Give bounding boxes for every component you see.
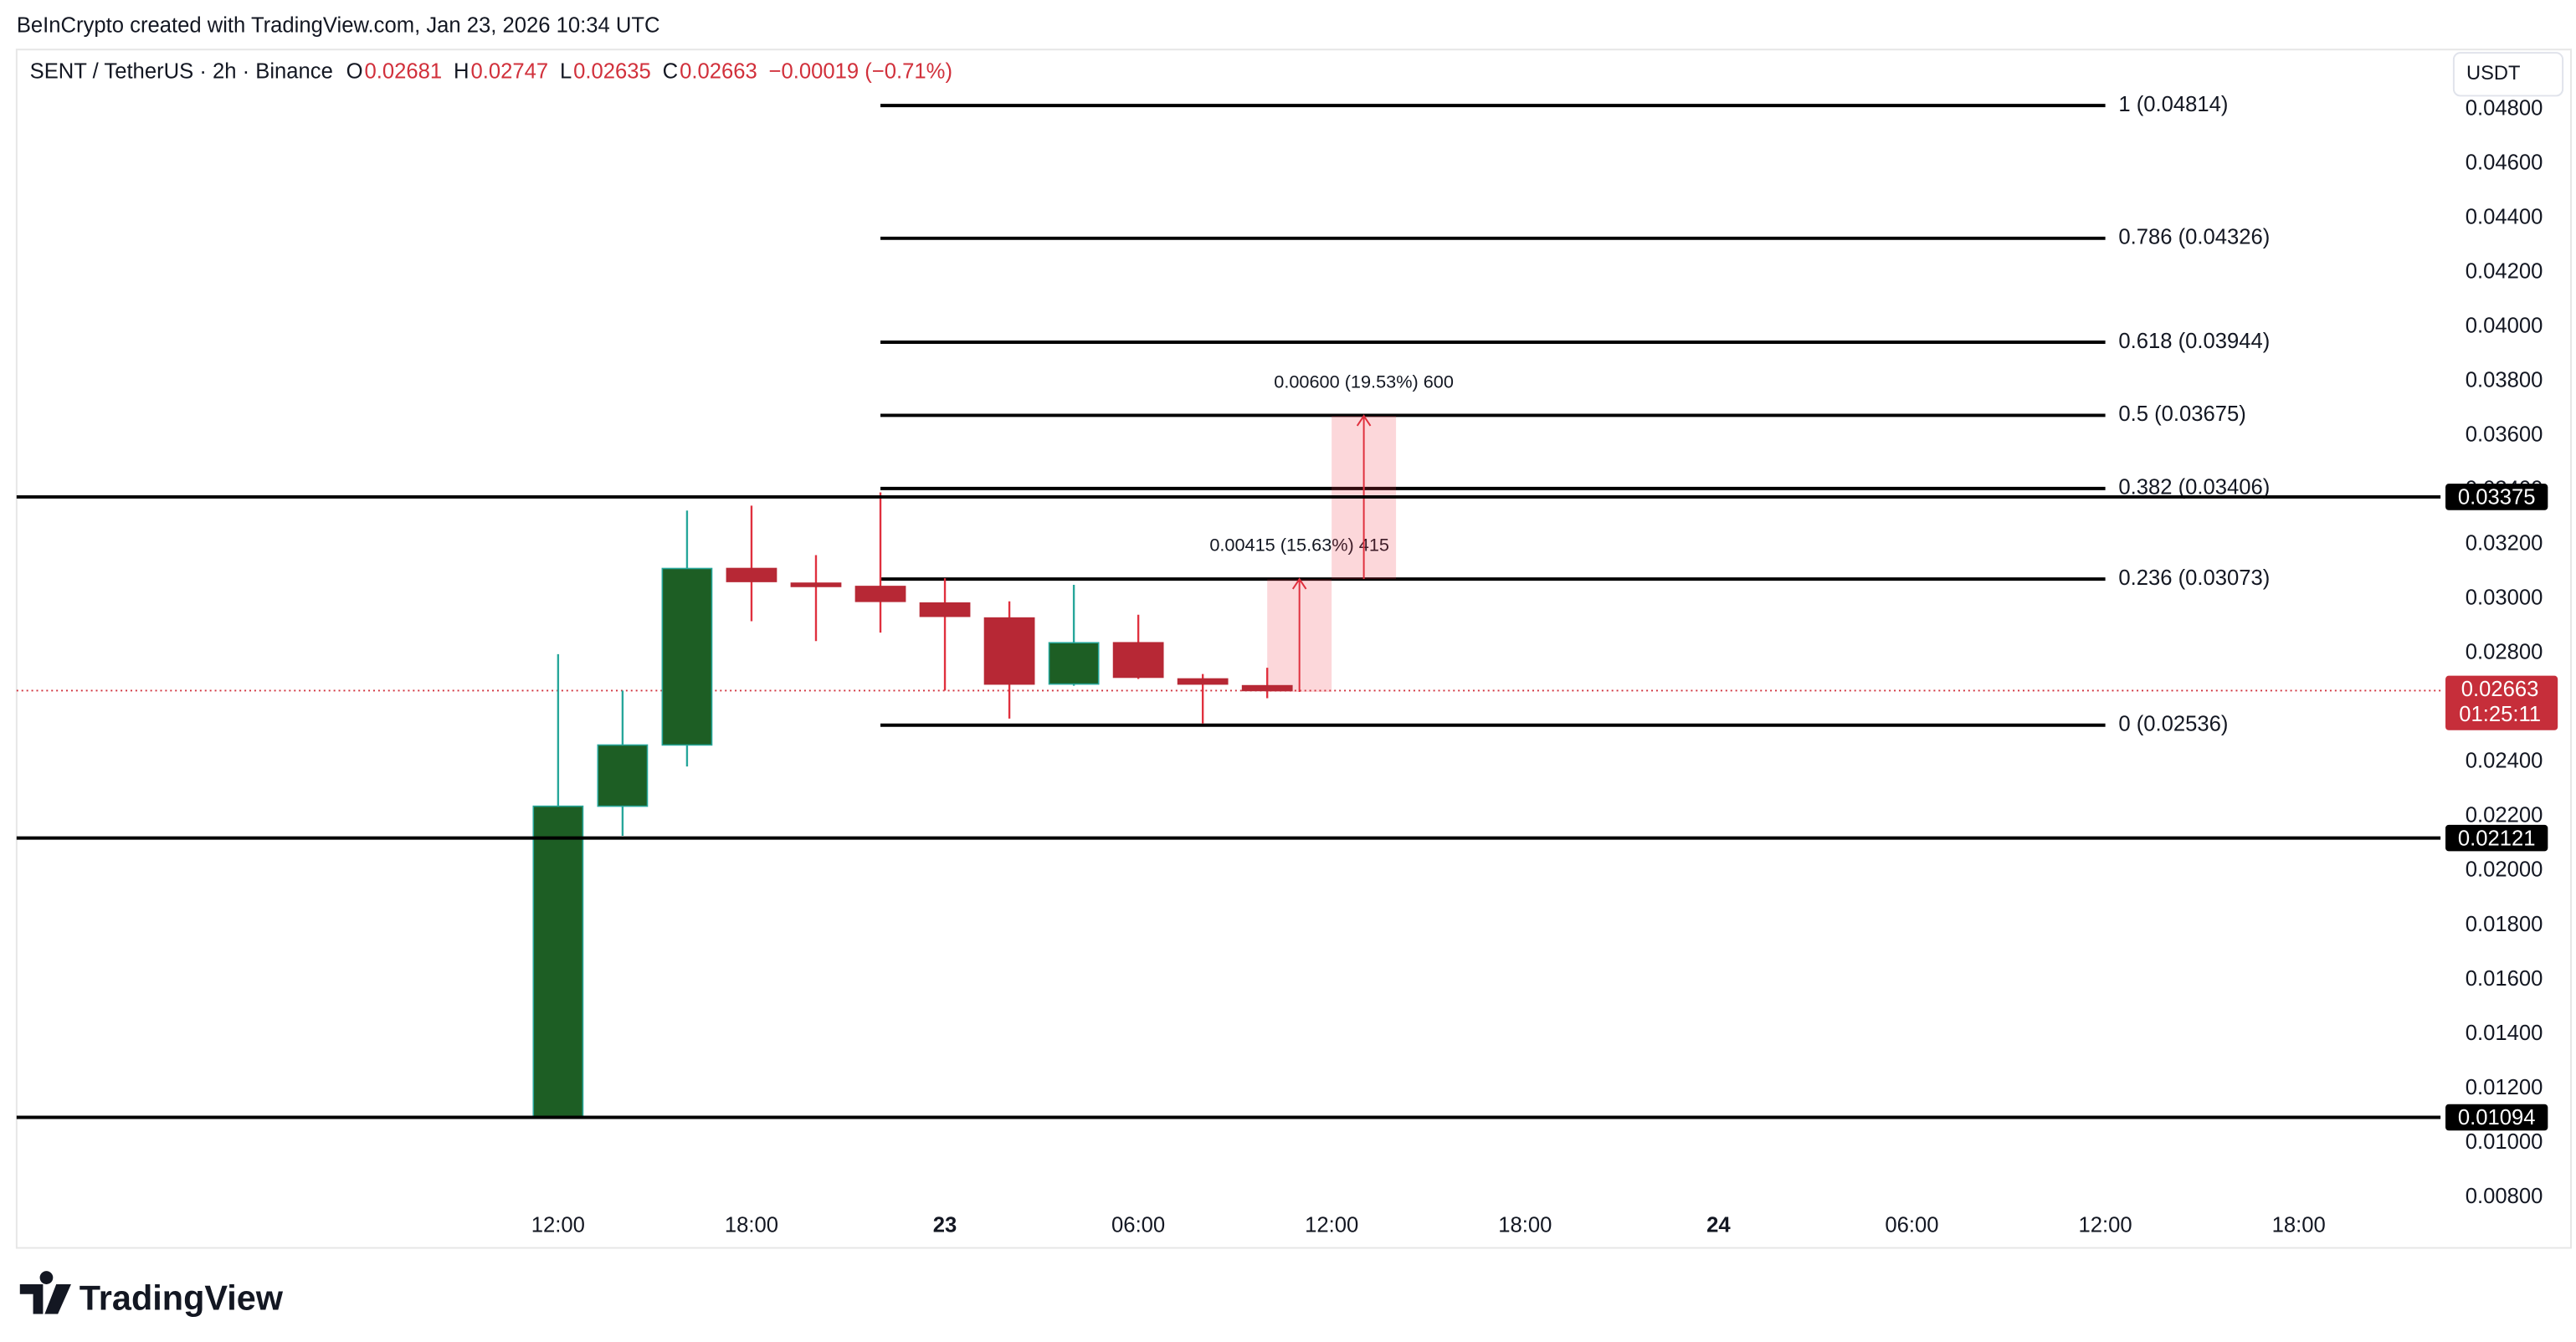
legend-change: −0.00019 (−0.71%)	[769, 60, 952, 84]
level-tag	[2445, 824, 2548, 852]
y-tick-label: 0.02200	[2466, 804, 2543, 827]
legend-value: 0.02681	[365, 60, 443, 84]
legend-key: L	[560, 60, 572, 84]
y-tick-label: 0.01000	[2466, 1130, 2543, 1154]
legend-value: 0.02663	[680, 60, 757, 84]
fib-label: 0.236 (0.03073)	[2118, 566, 2270, 590]
chart-frame	[15, 49, 2572, 1249]
candle-body	[919, 602, 971, 617]
y-tick-label: 0.03000	[2466, 586, 2543, 610]
last-price-countdown: 01:25:11	[2459, 703, 2541, 726]
y-tick-label: 0.00800	[2466, 1185, 2543, 1208]
level-tag	[2445, 484, 2548, 510]
level-tag	[2445, 1104, 2548, 1131]
y-tick-label: 0.02000	[2466, 858, 2543, 882]
candle-body	[597, 744, 649, 807]
credit: BeInCrypto created with TradingView.com,…	[17, 13, 660, 37]
legend-key: C	[663, 60, 679, 84]
x-tick-label: 18:00	[725, 1214, 778, 1237]
last-price-label: 0.02663	[2461, 678, 2539, 701]
fib-label: 0.618 (0.03944)	[2118, 330, 2270, 353]
x-tick-label: 12:00	[531, 1214, 585, 1237]
candle-body	[854, 586, 906, 602]
fib-label: 1 (0.04814)	[2118, 93, 2228, 116]
measure-arrow	[1291, 577, 1307, 693]
legend-symbol: SENT / TetherUS · 2h · Binance	[30, 60, 333, 84]
level-tag-label: 0.02121	[2458, 827, 2536, 850]
currency-box	[2452, 52, 2564, 97]
legend-value: 0.02635	[573, 60, 651, 84]
x-tick-label: 06:00	[1885, 1214, 1938, 1237]
level-tag-label: 0.03375	[2458, 486, 2536, 510]
measure-label: 0.00600 (19.53%) 600	[1274, 371, 1454, 392]
x-tick-label: 06:00	[1111, 1214, 1165, 1237]
y-tick-label: 0.01600	[2466, 967, 2543, 991]
y-tick-label: 0.02400	[2466, 750, 2543, 773]
currency: USDT	[2466, 63, 2520, 85]
fib-label: 0.786 (0.04326)	[2118, 226, 2270, 249]
fib-label: 0 (0.02536)	[2118, 712, 2228, 735]
legend: SENT / TetherUS · 2h · Binance O 0.02681 H 0…	[30, 60, 952, 84]
fib-label: 0.382 (0.03406)	[2118, 476, 2270, 499]
y-tick-label: 0.03200	[2466, 532, 2543, 556]
y-tick-label: 0.03600	[2466, 423, 2543, 447]
candle-body	[790, 582, 842, 587]
x-tick-label: 18:00	[1498, 1214, 1552, 1237]
logo-text: TradingView	[80, 1278, 284, 1318]
y-tick-label: 0.01200	[2466, 1076, 2543, 1099]
y-tick-label: 0.04400	[2466, 206, 2543, 229]
candle-body	[1112, 642, 1164, 679]
logo-icon	[19, 1271, 71, 1314]
y-tick-label: 0.01800	[2466, 913, 2543, 936]
candle-body	[726, 567, 777, 582]
y-tick-label: 0.04800	[2466, 96, 2543, 120]
legend-key: O	[346, 60, 363, 84]
candle-body	[532, 805, 584, 1119]
x-tick-label: 12:00	[1305, 1214, 1358, 1237]
legend-key: H	[454, 60, 470, 84]
fib-label: 0.5 (0.03675)	[2118, 402, 2245, 426]
candle-body	[1177, 678, 1229, 685]
y-tick-label: 0.04000	[2466, 315, 2543, 338]
logo: TradingView	[19, 1271, 284, 1318]
y-tick-label: 0.04600	[2466, 151, 2543, 174]
y-tick-label: 0.03800	[2466, 369, 2543, 392]
y-tick-label: 0.01400	[2466, 1022, 2543, 1045]
last-price-tag	[2445, 675, 2558, 730]
candle-body	[1241, 684, 1293, 692]
candle-body	[661, 567, 713, 746]
x-tick-label: 12:00	[2078, 1214, 2132, 1237]
measure-label: 0.00415 (15.63%) 415	[1209, 534, 1389, 555]
y-tick-label: 0.04200	[2466, 260, 2543, 284]
x-tick-label: 18:00	[2272, 1214, 2326, 1237]
legend-value: 0.02747	[471, 60, 549, 84]
level-tag-label: 0.01094	[2458, 1106, 2536, 1129]
y-tick-label: 0.02800	[2466, 641, 2543, 664]
candle-body	[983, 617, 1035, 685]
x-tick-label: 24	[1706, 1214, 1731, 1237]
candle-body	[1048, 642, 1100, 685]
x-tick-label: 23	[933, 1214, 957, 1237]
